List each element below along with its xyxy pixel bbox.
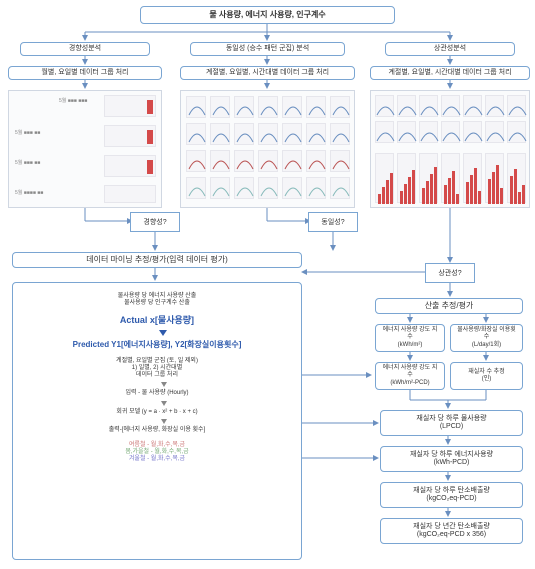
rb-b2b: (L/day/1회): [472, 342, 501, 349]
row1-center: 동일성 (승수 패턴 군집) 분석: [190, 42, 345, 56]
rb-b6: 재실자 당 하루 에너지사용량 (kWh-PCD): [380, 446, 523, 472]
row2-center-text: 계절별, 요일별, 시간대별 데이터 그룹 처리: [206, 69, 329, 77]
panel-left-row3: 5월 ■■■ ■■: [15, 159, 40, 166]
small-arrow-icon-2: [161, 401, 167, 406]
rb-b3: 에너지 사용량 강도 지수 (kWh/m²-PCD): [375, 362, 445, 390]
rb-b4a: 재실자 수 추정: [468, 369, 504, 376]
rb-b5: 재실자 당 하루 물사용량 (LPCD): [380, 410, 523, 436]
rb-b7b: (kgCO₂eq-PCD): [426, 495, 476, 503]
rb-b6a: 재실자 당 하루 에너지사용량: [410, 451, 493, 459]
panel-left-row2: 5월 ■■■ ■■: [15, 129, 40, 136]
lb-output: 출력-[에너지 사용량, 화장실 이용 횟수]: [19, 427, 295, 434]
rb-b1b: (kWh/m²): [398, 342, 423, 349]
row1-center-text: 동일성 (승수 패턴 군집) 분석: [226, 45, 309, 53]
rb-b1a: 에너지 사용량 강도 지수: [380, 327, 440, 341]
rb-b4b: (인): [482, 376, 492, 383]
calc-header-text: 산출 추정/평가: [425, 301, 474, 311]
lb-input: 입력 - 물 사용량 (Hourly): [19, 390, 295, 397]
diamond-trend-text: 경향성?: [143, 217, 166, 227]
mid-header: 데이터 마이닝 추정/평가(입력 데이터 평가): [12, 252, 302, 268]
small-arrow-icon: [161, 382, 167, 387]
rb-b5a: 재실자 당 하루 물사용량: [416, 415, 486, 423]
top-title-text: 물 사용량, 에너지 사용량, 인구계수: [209, 10, 325, 20]
small-arrow-icon-3: [161, 419, 167, 424]
rb-b6b: (kWh-PCD): [434, 459, 470, 467]
row2-left-text: 월별, 요일별 데이터 그룹 처리: [41, 69, 128, 77]
panel-right: [370, 90, 530, 208]
lb-g1: 계절별, 요일별 군집 (토, 일 제외): [19, 358, 295, 365]
rb-b7: 재실자 당 하루 탄소배출량 (kgCO₂eq-PCD): [380, 482, 523, 508]
row1-right-text: 상관성분석: [434, 45, 466, 53]
row2-left: 월별, 요일별 데이터 그룹 처리: [8, 66, 162, 80]
panel-left: 5월 ■■■ ■■■ 5월 ■■■ ■■ 5월 ■■■ ■■ 5월 ■■■■ ■…: [8, 90, 162, 208]
panel-left-label: 5월 ■■■ ■■■: [59, 97, 87, 104]
lb-l2: 물사용량 당 인구계수 산출: [19, 300, 295, 307]
diamond-correlation-text: 상관성?: [438, 268, 461, 278]
lb-s3: 겨울철 - 월,화,수,목,금: [19, 456, 295, 463]
diamond-trend: 경향성?: [130, 212, 180, 232]
row2-right-text: 계절별, 요일별, 시간대별 데이터 그룹 처리: [388, 69, 511, 77]
row2-center: 계절별, 요일별, 시간대별 데이터 그룹 처리: [180, 66, 355, 80]
left-block: 물사용량 당 에너지 사용량 산출 물사용량 당 인구계수 산출 Actual …: [12, 282, 302, 560]
lb-s1: 여름철 - 월,화,수,목,금: [19, 442, 295, 449]
rb-b4: 재실자 수 추정 (인): [450, 362, 523, 390]
rb-b3a: 에너지 사용량 강도 지수: [380, 365, 440, 379]
lb-pred: Predicted Y1[에너지사용량], Y2[화장실이용횟수]: [19, 340, 295, 350]
row1-left: 경향성분석: [20, 42, 150, 56]
mid-header-text: 데이터 마이닝 추정/평가(입력 데이터 평가): [86, 255, 228, 265]
rb-b8a: 재실자 당 년간 탄소배출량: [413, 523, 490, 531]
row1-right: 상관성분석: [385, 42, 515, 56]
calc-header: 산출 추정/평가: [375, 298, 523, 314]
panel-center: /* placeholder */: [180, 90, 355, 208]
rb-b3b: (kWh/m²-PCD): [390, 380, 429, 387]
arrow-down-icon: [159, 330, 167, 336]
lb-g3: 데이터 그룹 처리: [19, 372, 295, 379]
lb-model: 회귀 모델 (y = a · x² + b · x + c): [19, 409, 295, 416]
lb-actual: Actual x[물사용량]: [19, 315, 295, 326]
rb-b8: 재실자 당 년간 탄소배출량 (kgCO₂eq-PCD x 356): [380, 518, 523, 544]
rb-b7a: 재실자 당 하루 탄소배출량: [413, 487, 490, 495]
row2-right: 계절별, 요일별, 시간대별 데이터 그룹 처리: [370, 66, 530, 80]
top-title: 물 사용량, 에너지 사용량, 인구계수: [140, 6, 395, 24]
rb-b2a: 물사용량/화장실 이용횟수: [455, 327, 518, 341]
rb-b1: 에너지 사용량 강도 지수 (kWh/m²): [375, 324, 445, 352]
rb-b5b: (LPCD): [440, 423, 463, 431]
rb-b2: 물사용량/화장실 이용횟수 (L/day/1회): [450, 324, 523, 352]
panel-left-row4: 5월 ■■■■ ■■: [15, 189, 43, 196]
row1-left-text: 경향성분석: [69, 45, 101, 53]
diamond-correlation: 상관성?: [425, 263, 475, 283]
diamond-homogeneity-text: 동일성?: [321, 217, 344, 227]
rb-b8b: (kgCO₂eq-PCD x 356): [417, 531, 486, 539]
diamond-homogeneity: 동일성?: [308, 212, 358, 232]
